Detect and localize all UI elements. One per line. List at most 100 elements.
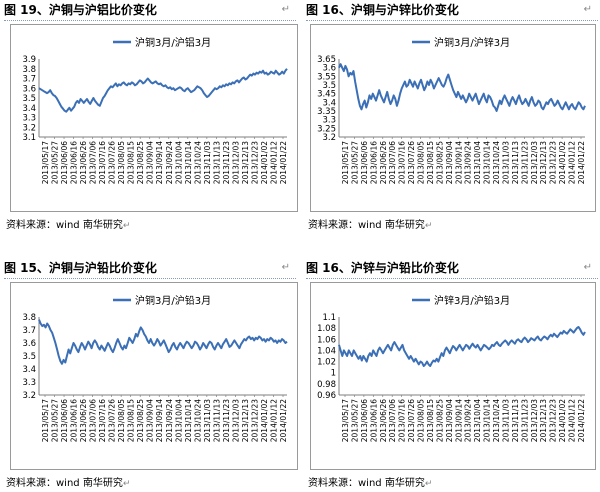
- y-tick-label: 3.7: [22, 75, 36, 85]
- x-tick-label: 2013/09/14: [155, 141, 164, 184]
- x-tick-label: 2013/07/26: [407, 141, 416, 184]
- paragraph-mark-icon: ↵: [281, 262, 290, 273]
- legend: 沪铜3月/沪铝3月: [113, 36, 211, 49]
- y-tick-label: 3.5: [22, 94, 36, 104]
- paragraph-mark-icon: ↵: [122, 221, 131, 231]
- chart-title: 图 16、沪铜与沪锌比价变化 ↵: [306, 2, 598, 21]
- paragraph-mark-icon: ↵: [424, 479, 433, 489]
- x-tick-label: 2013/09/14: [454, 399, 463, 442]
- y-tick-label: 3.6: [322, 64, 336, 74]
- x-tick-label: 2014/01/02: [260, 399, 269, 442]
- legend: 沪铜3月/沪锌3月: [412, 36, 510, 49]
- x-tick-label: 2013/10/04: [473, 141, 482, 184]
- x-tick-label: 2013/10/14: [184, 399, 193, 442]
- x-tick-label: 2013/07/06: [89, 399, 98, 442]
- y-tick-label: 1.02: [317, 358, 336, 368]
- x-tick-label: 2013/12/13: [539, 141, 548, 184]
- y-tick-label: 3.3: [22, 378, 36, 388]
- chart-title: 图 19、沪铜与沪铝比价变化 ↵: [4, 2, 296, 21]
- x-tick-label: 2013/10/24: [193, 399, 202, 442]
- x-tick-label: 2013/08/25: [435, 141, 444, 184]
- x-tick-label: 2014/01/12: [269, 399, 278, 442]
- x-tick-label: 2013/08/15: [127, 399, 136, 442]
- chart-frame: 沪铜3月/沪铝3月 3.9 3.8 3.7 3.6 3.5 3.4 3.3 3.2 3.1 2013…: [10, 24, 298, 212]
- y-tick-label: 3.6: [22, 84, 36, 94]
- y-tick-label: 1.04: [317, 346, 336, 356]
- y-tick-label: 3.4: [322, 98, 336, 108]
- line-chart: 沪铜3月/沪锌3月3.653.63.553.53.453.43.353.33.2…: [317, 36, 586, 184]
- chart-panel-zinc-lead: 图 16、沪锌与沪铅比价变化 ↵ 沪锌3月/沪铅3月 1.1 1.08 1.06 1.04…: [306, 260, 598, 490]
- x-tick-label: 2013/06/06: [60, 141, 69, 184]
- x-tick-label: 2014/01/12: [269, 141, 278, 184]
- x-tick-label: 2013/08/15: [426, 399, 435, 442]
- legend-label: 沪铜3月/沪铅3月: [135, 294, 211, 307]
- x-tick-label: 2013/05/17: [341, 399, 350, 442]
- x-tick-label: 2013/11/03: [501, 141, 510, 184]
- x-tick-label: 2013/09/04: [146, 141, 155, 184]
- y-tick-label: 3.3: [22, 114, 36, 124]
- x-tick-label: 2013/09/14: [155, 399, 164, 442]
- x-tick-label: 2013/08/15: [426, 141, 435, 184]
- x-tick-label: 2013/09/04: [146, 399, 155, 442]
- x-tick-label: 2013/06/26: [379, 141, 388, 184]
- source-note: 资料来源：wind 南华研究↵: [308, 220, 433, 231]
- x-tick-label: 2013/10/04: [174, 399, 183, 442]
- x-tick-label: 2013/05/27: [51, 141, 60, 184]
- y-tick-label: 3.4: [22, 365, 36, 375]
- x-tick-label: 2013/10/14: [483, 141, 492, 184]
- x-tick-label: 2013/08/05: [117, 399, 126, 442]
- x-tick-label: 2013/06/06: [60, 399, 69, 442]
- y-tick-label: 3.35: [317, 107, 336, 117]
- y-tick-label: 3.6: [22, 339, 36, 349]
- x-tick-label: 2013/11/13: [511, 399, 520, 442]
- chart-panel-copper-lead: 图 15、沪铜与沪铅比价变化 ↵ 沪铜3月/沪铅3月 3.8 3.7 3.6 3.5 3.4…: [4, 260, 298, 490]
- legend: 沪锌3月/沪铅3月: [412, 294, 510, 307]
- x-tick-label: 2013/08/25: [136, 141, 145, 184]
- chart-frame: 沪铜3月/沪锌3月 3.65 3.6 3.55 3.5 3.45 3.4 3.35 3.3 3.2…: [310, 24, 596, 212]
- x-tick-label: 2013/07/16: [98, 399, 107, 442]
- chart-frame: 沪锌3月/沪铅3月 1.1 1.08 1.06 1.04 1.02 1 0.98 0.96 201…: [310, 282, 596, 470]
- x-tick-label: 2013/08/25: [136, 399, 145, 442]
- x-tick-label: 2013/10/24: [193, 141, 202, 184]
- x-tick-label: 2013/12/13: [539, 399, 548, 442]
- x-tick-label: 2013/11/23: [520, 141, 529, 184]
- x-tick-label: 2013/12/23: [549, 141, 558, 184]
- x-tick-label: 2013/06/16: [369, 141, 378, 184]
- x-tick-label: 2014/01/12: [568, 141, 577, 184]
- x-tick-label: 2013/06/06: [360, 399, 369, 442]
- y-tick-label: 1.06: [317, 335, 336, 345]
- x-tick-label: 2013/07/16: [98, 141, 107, 184]
- x-tick-label: 2013/12/23: [549, 399, 558, 442]
- x-tick-label: 2014/01/22: [577, 399, 586, 442]
- series-line: [338, 326, 586, 367]
- x-tick-label: 2013/08/05: [417, 399, 426, 442]
- x-tick-label: 2013/11/03: [203, 399, 212, 442]
- y-tick-label: 3.2: [22, 391, 36, 401]
- y-tick-label: 3.7: [22, 326, 36, 336]
- y-tick-label: 0.98: [317, 380, 336, 390]
- y-tick-label: 1: [331, 369, 336, 379]
- x-tick-label: 2013/12/13: [241, 141, 250, 184]
- x-tick-label: 2013/11/13: [212, 141, 221, 184]
- x-tick-label: 2013/08/15: [127, 141, 136, 184]
- series-line: [38, 68, 288, 113]
- y-tick-label: 3.65: [317, 55, 336, 65]
- x-tick-label: 2013/06/26: [79, 141, 88, 184]
- y-tick-label: 3.55: [317, 72, 336, 82]
- x-tick-label: 2013/09/24: [165, 399, 174, 442]
- chart-panel-copper-zinc: 图 16、沪铜与沪锌比价变化 ↵ 沪铜3月/沪锌3月 3.65 3.6 3.55 3.5 3…: [306, 2, 598, 232]
- paragraph-mark-icon: ↵: [281, 4, 290, 15]
- y-tick-label: 3.2: [22, 123, 36, 133]
- x-tick-label: 2013/07/26: [108, 141, 117, 184]
- x-tick-label: 2013/06/16: [70, 399, 79, 442]
- x-tick-label: 2013/05/17: [41, 141, 50, 184]
- x-tick-label: 2013/07/06: [89, 141, 98, 184]
- y-tick-label: 3.45: [317, 90, 336, 100]
- x-tick-label: 2013/12/23: [250, 399, 259, 442]
- x-tick-label: 2013/05/27: [350, 141, 359, 184]
- y-tick-label: 0.96: [317, 391, 336, 401]
- x-tick-label: 2013/07/16: [398, 399, 407, 442]
- x-tick-label: 2014/01/02: [558, 141, 567, 184]
- x-tick-label: 2013/05/17: [41, 399, 50, 442]
- x-tick-label: 2013/06/26: [379, 399, 388, 442]
